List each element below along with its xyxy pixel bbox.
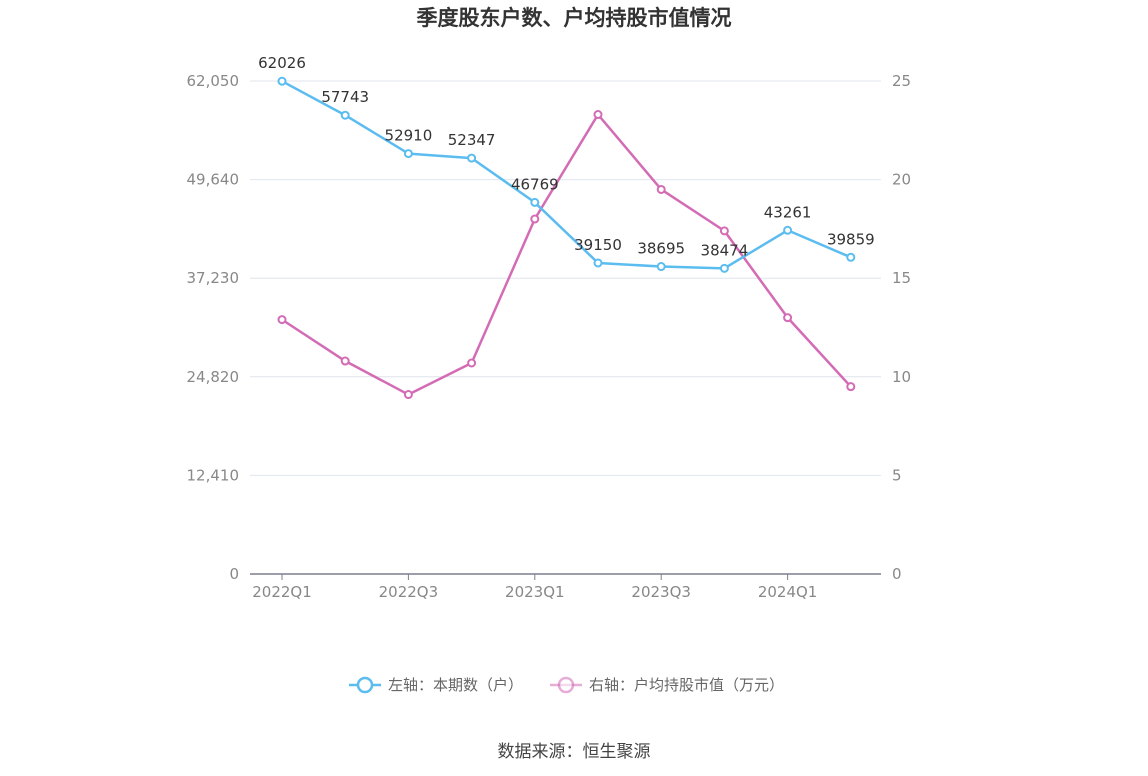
data-point [719, 226, 729, 236]
grid-lines [250, 80, 881, 476]
data-point [530, 197, 540, 207]
series-left: 62026 57743 52910 52347 46769 39150 38695 38474… [258, 54, 875, 273]
data-point [783, 313, 793, 323]
x-tick-label: 2023Q3 [631, 583, 691, 601]
series-layer: 62026 57743 52910 52347 46769 39150 38695 38474… [258, 54, 875, 400]
left-tick-label: 12,410 [187, 466, 240, 484]
left-tick-label: 0 [229, 565, 239, 583]
left-tick-label: 37,230 [187, 269, 240, 287]
data-point [593, 110, 603, 120]
legend-label: 右轴：户均持股市值（万元） [589, 676, 784, 694]
data-label: 62026 [258, 54, 306, 72]
data-point [277, 315, 287, 325]
data-label: 39150 [574, 236, 622, 254]
legend-marker [557, 676, 575, 694]
right-tick-label: 5 [892, 466, 902, 484]
data-label: 38695 [637, 240, 685, 258]
data-label: 46769 [511, 175, 559, 193]
right-tick-label: 0 [892, 565, 902, 583]
data-point [340, 356, 350, 366]
data-point [403, 149, 413, 159]
series-line [281, 113, 852, 396]
x-tick-label: 2024Q1 [758, 583, 818, 601]
legend-item-left-axis[interactable]: 左轴：本期数（户） [349, 676, 523, 694]
series-line [281, 80, 852, 270]
right-tick-label: 20 [892, 171, 911, 189]
data-point [846, 382, 856, 392]
chart-title: 季度股东户数、户均持股市值情况 [417, 6, 732, 30]
legend-item-right-axis[interactable]: 右轴：户均持股市值（万元） [550, 676, 784, 694]
left-tick-label: 24,820 [187, 368, 240, 386]
left-tick-label: 49,640 [187, 171, 240, 189]
legend-marker [356, 676, 374, 694]
legend[interactable]: 左轴：本期数（户） 右轴：户均持股市值（万元） [349, 676, 784, 694]
data-point [340, 110, 350, 120]
data-point [783, 225, 793, 235]
series-right [277, 110, 856, 400]
data-point [656, 184, 666, 194]
data-point [403, 390, 413, 400]
data-label: 57743 [321, 88, 369, 106]
right-tick-label: 10 [892, 368, 911, 386]
data-point [277, 76, 287, 86]
left-axis: 0 12,410 24,820 37,230 49,640 62,050 [187, 72, 240, 583]
data-point [656, 262, 666, 272]
data-label: 52347 [448, 131, 496, 149]
data-point [593, 258, 603, 268]
data-label: 43261 [764, 203, 812, 221]
x-tick-label: 2022Q3 [379, 583, 439, 601]
data-point [467, 358, 477, 368]
data-point [530, 214, 540, 224]
x-tick-label: 2022Q1 [252, 583, 312, 601]
x-axis: 2022Q1 2022Q3 2023Q1 2023Q3 2024Q1 [250, 573, 881, 601]
legend-label: 左轴：本期数（户） [388, 676, 523, 694]
right-tick-label: 25 [892, 72, 911, 90]
data-label: 52910 [385, 127, 433, 145]
right-axis: 0 5 10 15 20 25 [892, 72, 911, 583]
source-note: 数据来源：恒生聚源 [498, 742, 651, 762]
data-point [467, 153, 477, 163]
data-label: 38474 [701, 241, 749, 259]
x-tick-label: 2023Q1 [505, 583, 565, 601]
data-point [719, 263, 729, 273]
left-tick-label: 62,050 [187, 72, 240, 90]
right-tick-label: 15 [892, 269, 911, 287]
data-point [846, 252, 856, 262]
data-label: 39859 [827, 230, 875, 248]
